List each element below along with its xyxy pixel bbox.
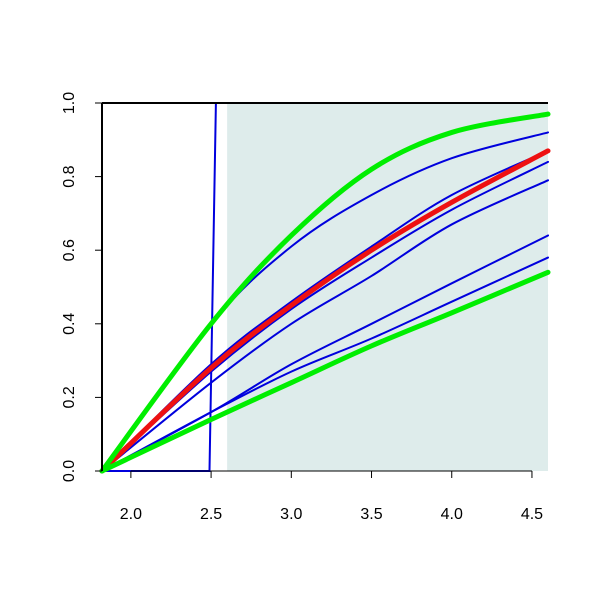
series-layer	[99, 111, 551, 474]
x-tick-label: 2.5	[200, 506, 222, 523]
shaded-region-layer	[227, 103, 548, 471]
thin-curve-6	[101, 256, 549, 472]
y-tick-label: 0.0	[61, 460, 78, 482]
x-tick-label: 3.5	[360, 506, 382, 523]
thick-curve-9	[99, 269, 551, 474]
axes-layer	[101, 102, 548, 471]
thick-curve-8	[99, 111, 551, 474]
y-tick-label: 0.6	[61, 239, 78, 261]
x-tick-label: 4.0	[441, 506, 463, 523]
y-axis: 0.0 0.2 0.4 0.6 0.8 1.0	[61, 92, 102, 482]
y-tick-label: 0.4	[61, 313, 78, 335]
y-tick-label: 0.2	[61, 386, 78, 408]
shaded-region	[227, 103, 548, 471]
x-axis: 2.0 2.5 3.0 3.5 4.0 4.5	[120, 470, 543, 523]
x-tick-label: 4.5	[521, 506, 543, 523]
y-tick-label: 1.0	[61, 92, 78, 114]
thin-curve-4	[101, 179, 549, 472]
x-tick-label: 2.0	[120, 506, 142, 523]
thick-curve-7	[99, 148, 551, 474]
y-tick-label: 0.8	[61, 165, 78, 187]
x-tick-label: 3.0	[280, 506, 302, 523]
